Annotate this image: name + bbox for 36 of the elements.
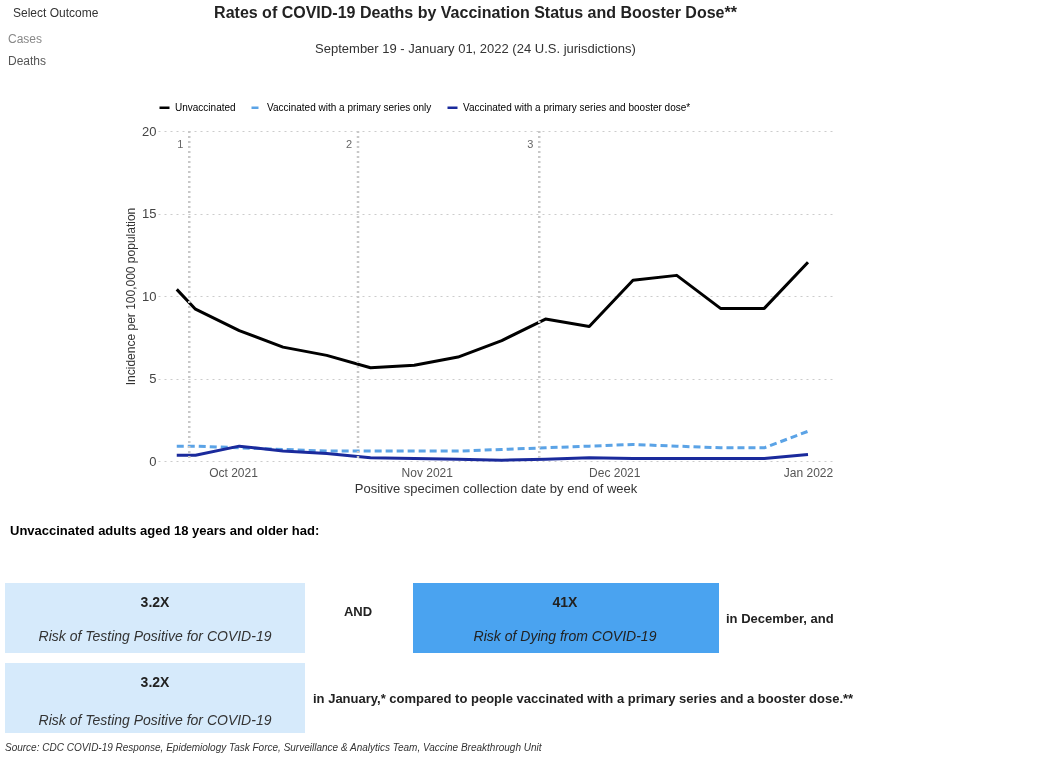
chart-subtitle: September 19 - January 01, 2022 (24 U.S. jurisdictions): [315, 41, 636, 56]
x-tick-label: Jan 2022: [783, 465, 834, 480]
text: in January,* compared to people vaccinated with a primary series and a booster dose.**: [313, 691, 855, 706]
legend-label: Vaccinated with a primary series only: [267, 101, 432, 113]
ref-line-label: 3: [527, 138, 534, 150]
text: Risk of Dying from COVID-19: [473, 628, 657, 644]
x-tick-label: Oct 2021: [209, 465, 259, 480]
line-series: [175, 429, 810, 453]
ref-line-label: 2: [345, 138, 353, 150]
chart-title: Rates of COVID-19 Deaths by Vaccination Status and Booster Dose**: [214, 4, 738, 21]
legend-label: Vaccinated with a primary series and booster dose*: [463, 101, 691, 113]
line-series: [175, 444, 810, 462]
y-tick-label: 10: [142, 288, 157, 304]
text: Select Outcome: [13, 6, 99, 20]
y-tick-label: 15: [142, 206, 157, 221]
line-series: [175, 260, 810, 370]
text: in December, and: [726, 611, 834, 626]
x-tick-label: Dec 2021: [589, 465, 641, 480]
text: AND: [343, 604, 373, 619]
text: Deaths: [8, 54, 47, 68]
text: 41X: [552, 594, 579, 610]
text: Cases: [8, 32, 43, 46]
y-axis-title: Incidence per 100,000 population: [124, 207, 139, 386]
y-tick-label: 20: [142, 123, 157, 139]
x-axis-title: Positive specimen collection date by end of week: [354, 480, 638, 496]
y-tick-label: 5: [149, 371, 157, 386]
ref-line-label: 1: [177, 138, 184, 150]
x-tick-label: Nov 2021: [401, 465, 454, 480]
legend-label: Unvaccinated: [175, 101, 236, 113]
text: 3.2X: [140, 594, 171, 610]
text: 3.2X: [140, 674, 171, 690]
text: Unvaccinated adults aged 18 years and older had:: [10, 523, 320, 538]
y-tick-label: 0: [149, 453, 157, 469]
source-note: Source: CDC COVID-19 Response, Epidemiology Task Force, Surveillance & Analytics Team, Vaccine Breakthrough Unit: [5, 742, 543, 753]
text: Risk of Testing Positive for COVID-19: [38, 712, 272, 728]
text: Risk of Testing Positive for COVID-19: [38, 628, 272, 644]
